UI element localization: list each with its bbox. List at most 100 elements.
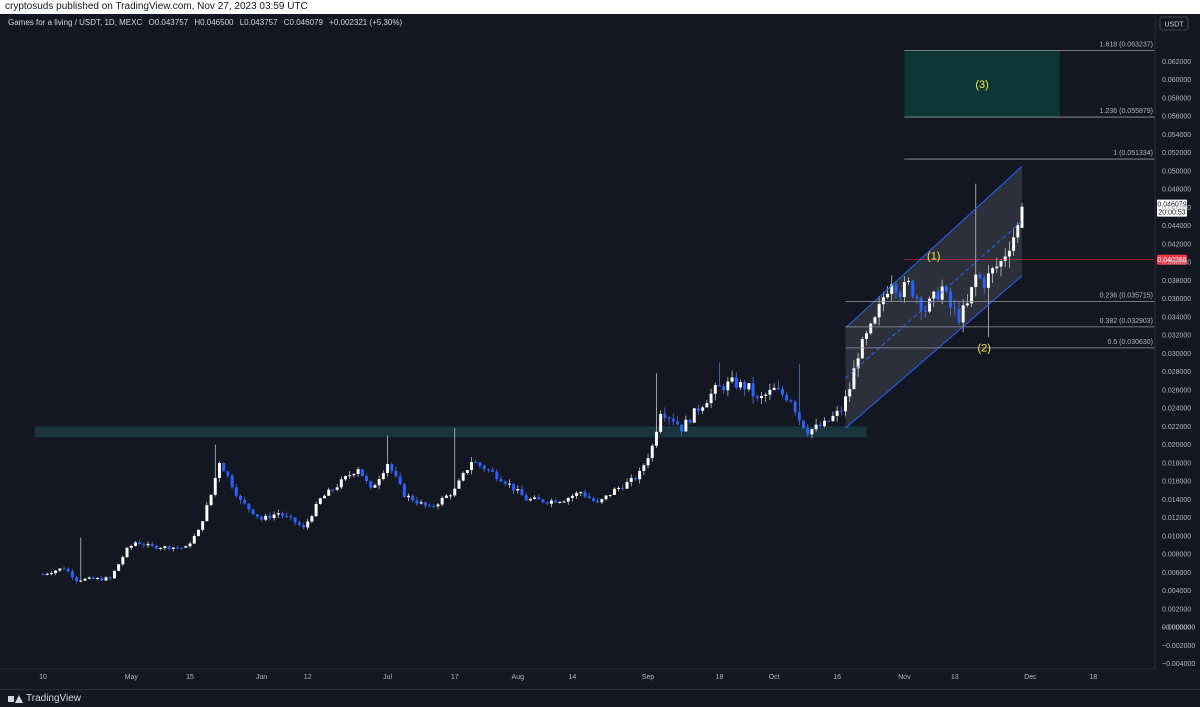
candle-body [902,282,906,298]
candle-body [196,529,200,537]
marker-price-value: 0.040266 [1157,257,1186,264]
candle-body [512,483,516,491]
price-tick-label: 0.056000 [1162,114,1191,121]
candle-body [638,470,642,480]
candle-body [440,497,444,505]
candle-body [612,488,616,495]
candle-body [377,479,381,486]
candle-body [436,504,440,507]
candle-body [562,501,566,503]
candle-body [373,485,377,488]
candle-body [70,571,74,578]
currency-button[interactable] [1159,16,1189,31]
overlay-layer: 1.618 (0.063237) 1.236 (0.055879) 1 (0.051… [845,41,1187,429]
candle-body [654,431,658,446]
price-tick-label: −0.000000 [1162,625,1195,632]
candle-body [545,502,549,504]
candle-body [154,545,158,549]
price-tick-label: 0.032000 [1162,333,1191,340]
candle-body [789,400,793,402]
candle-body [785,394,789,401]
price-tick-label: 0.026000 [1162,387,1191,394]
candle-body [881,297,885,305]
candle-body [159,548,163,550]
price-tick-label: 0.060000 [1162,77,1191,84]
candle-body [482,465,486,470]
candle-body [831,415,835,422]
candle-body [566,498,570,502]
candle-body [709,393,713,404]
price-chart[interactable]: (3) 1.618 (0.063237) 1.236 (0.055879) 1 (0… [0,14,1200,689]
candle-body [554,500,558,503]
time-tick-label: Sep [642,674,655,681]
candle-body [306,521,310,528]
current-price-countdown: 20:00:53 [1158,210,1185,217]
price-tick-label: 0.006000 [1162,570,1191,577]
time-tick-label: Jun [256,674,267,681]
time-axis: 10 May 15 Jun 12 Jul 17 Aug 14 Sep 18 Oct 16 Nov 13 Dec… [39,674,1097,681]
candle-body [507,483,511,485]
price-tick-label: 0.036000 [1162,296,1191,303]
candle-body [730,377,734,382]
price-tick-label: 0.002000 [1162,606,1191,613]
chart-legend: Games for a living / USDT, 1D, MEXC O0.0… [8,18,402,27]
candle-body [600,499,604,503]
footer-brand: TradingView [26,693,82,704]
candle-body [932,291,936,299]
candle-body [907,280,911,283]
price-tick-label: 0.012000 [1162,515,1191,522]
time-tick-label: 12 [304,674,312,681]
candle-body [961,305,965,323]
candle-body [104,577,108,581]
candle-body [1007,250,1011,257]
candle-body [239,495,242,500]
candle-body [965,303,969,306]
candle-body [583,492,587,497]
tradingview-logo[interactable]: TradingView [8,691,81,707]
candle-body [415,500,419,504]
candle-body [671,418,675,422]
current-price-tag [1157,199,1187,217]
candle-body [96,578,100,580]
legend-close: C0.046079 [284,18,324,27]
candle-body [781,389,784,395]
candle-body [982,277,986,288]
candle-body [814,424,818,430]
candle-body [696,408,700,411]
time-tick-label: 16 [833,674,841,681]
candle-body [1003,256,1007,262]
candle-body [1016,225,1020,238]
candle-body [726,381,730,391]
candle-body [587,496,591,499]
candle-body [75,577,79,581]
candle-body [390,463,394,471]
price-tick-label: 0.014000 [1162,497,1191,504]
candle-body [911,280,915,297]
candle-body [537,497,541,500]
currency-label: USDT [1164,22,1184,29]
candle-body [356,469,360,474]
candle-body [449,495,453,497]
support-zone [34,426,867,438]
candle-body [591,498,595,501]
candle-body [528,498,532,501]
candle-body [596,500,600,503]
candle-body [604,495,608,500]
candle-body [285,515,289,517]
candle-body [87,577,91,579]
candle-body [432,505,436,507]
candle-body [827,420,831,422]
candle-body [133,542,137,546]
candle-body [474,462,478,464]
candle-body [381,473,385,480]
candle-body [818,424,822,427]
candle-body [617,487,621,489]
candle-body [171,547,175,550]
price-tick-label: 0.018000 [1162,460,1191,467]
time-tick-label: 18 [1090,674,1098,681]
price-tick-label: −0.004000 [1162,661,1195,668]
candle-body [302,525,305,528]
candle-body [949,291,953,308]
marker-price-tag [1157,254,1187,265]
candle-body [570,495,574,499]
